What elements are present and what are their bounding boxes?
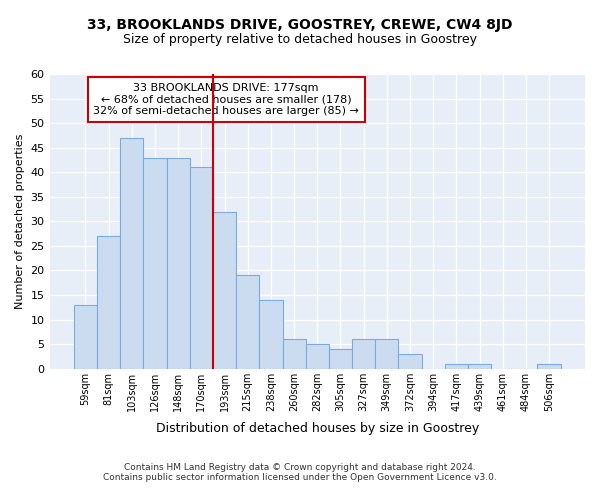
Bar bbox=[236, 276, 259, 368]
Bar bbox=[445, 364, 468, 368]
Bar bbox=[538, 364, 560, 368]
Y-axis label: Number of detached properties: Number of detached properties bbox=[15, 134, 25, 309]
Bar bbox=[143, 158, 167, 368]
Bar bbox=[213, 212, 236, 368]
Bar bbox=[305, 344, 329, 368]
Text: Contains HM Land Registry data © Crown copyright and database right 2024.: Contains HM Land Registry data © Crown c… bbox=[124, 464, 476, 472]
Bar bbox=[352, 340, 375, 368]
Text: 33, BROOKLANDS DRIVE, GOOSTREY, CREWE, CW4 8JD: 33, BROOKLANDS DRIVE, GOOSTREY, CREWE, C… bbox=[87, 18, 513, 32]
Bar bbox=[97, 236, 120, 368]
Bar bbox=[120, 138, 143, 368]
X-axis label: Distribution of detached houses by size in Goostrey: Distribution of detached houses by size … bbox=[155, 422, 479, 435]
Bar bbox=[190, 168, 213, 368]
Text: Size of property relative to detached houses in Goostrey: Size of property relative to detached ho… bbox=[123, 32, 477, 46]
Bar bbox=[398, 354, 422, 368]
Text: Contains public sector information licensed under the Open Government Licence v3: Contains public sector information licen… bbox=[103, 474, 497, 482]
Bar bbox=[329, 349, 352, 368]
Bar bbox=[74, 305, 97, 368]
Bar bbox=[375, 340, 398, 368]
Bar bbox=[283, 340, 305, 368]
Bar bbox=[167, 158, 190, 368]
Bar bbox=[468, 364, 491, 368]
Text: 33 BROOKLANDS DRIVE: 177sqm
← 68% of detached houses are smaller (178)
32% of se: 33 BROOKLANDS DRIVE: 177sqm ← 68% of det… bbox=[94, 83, 359, 116]
Bar bbox=[259, 300, 283, 368]
